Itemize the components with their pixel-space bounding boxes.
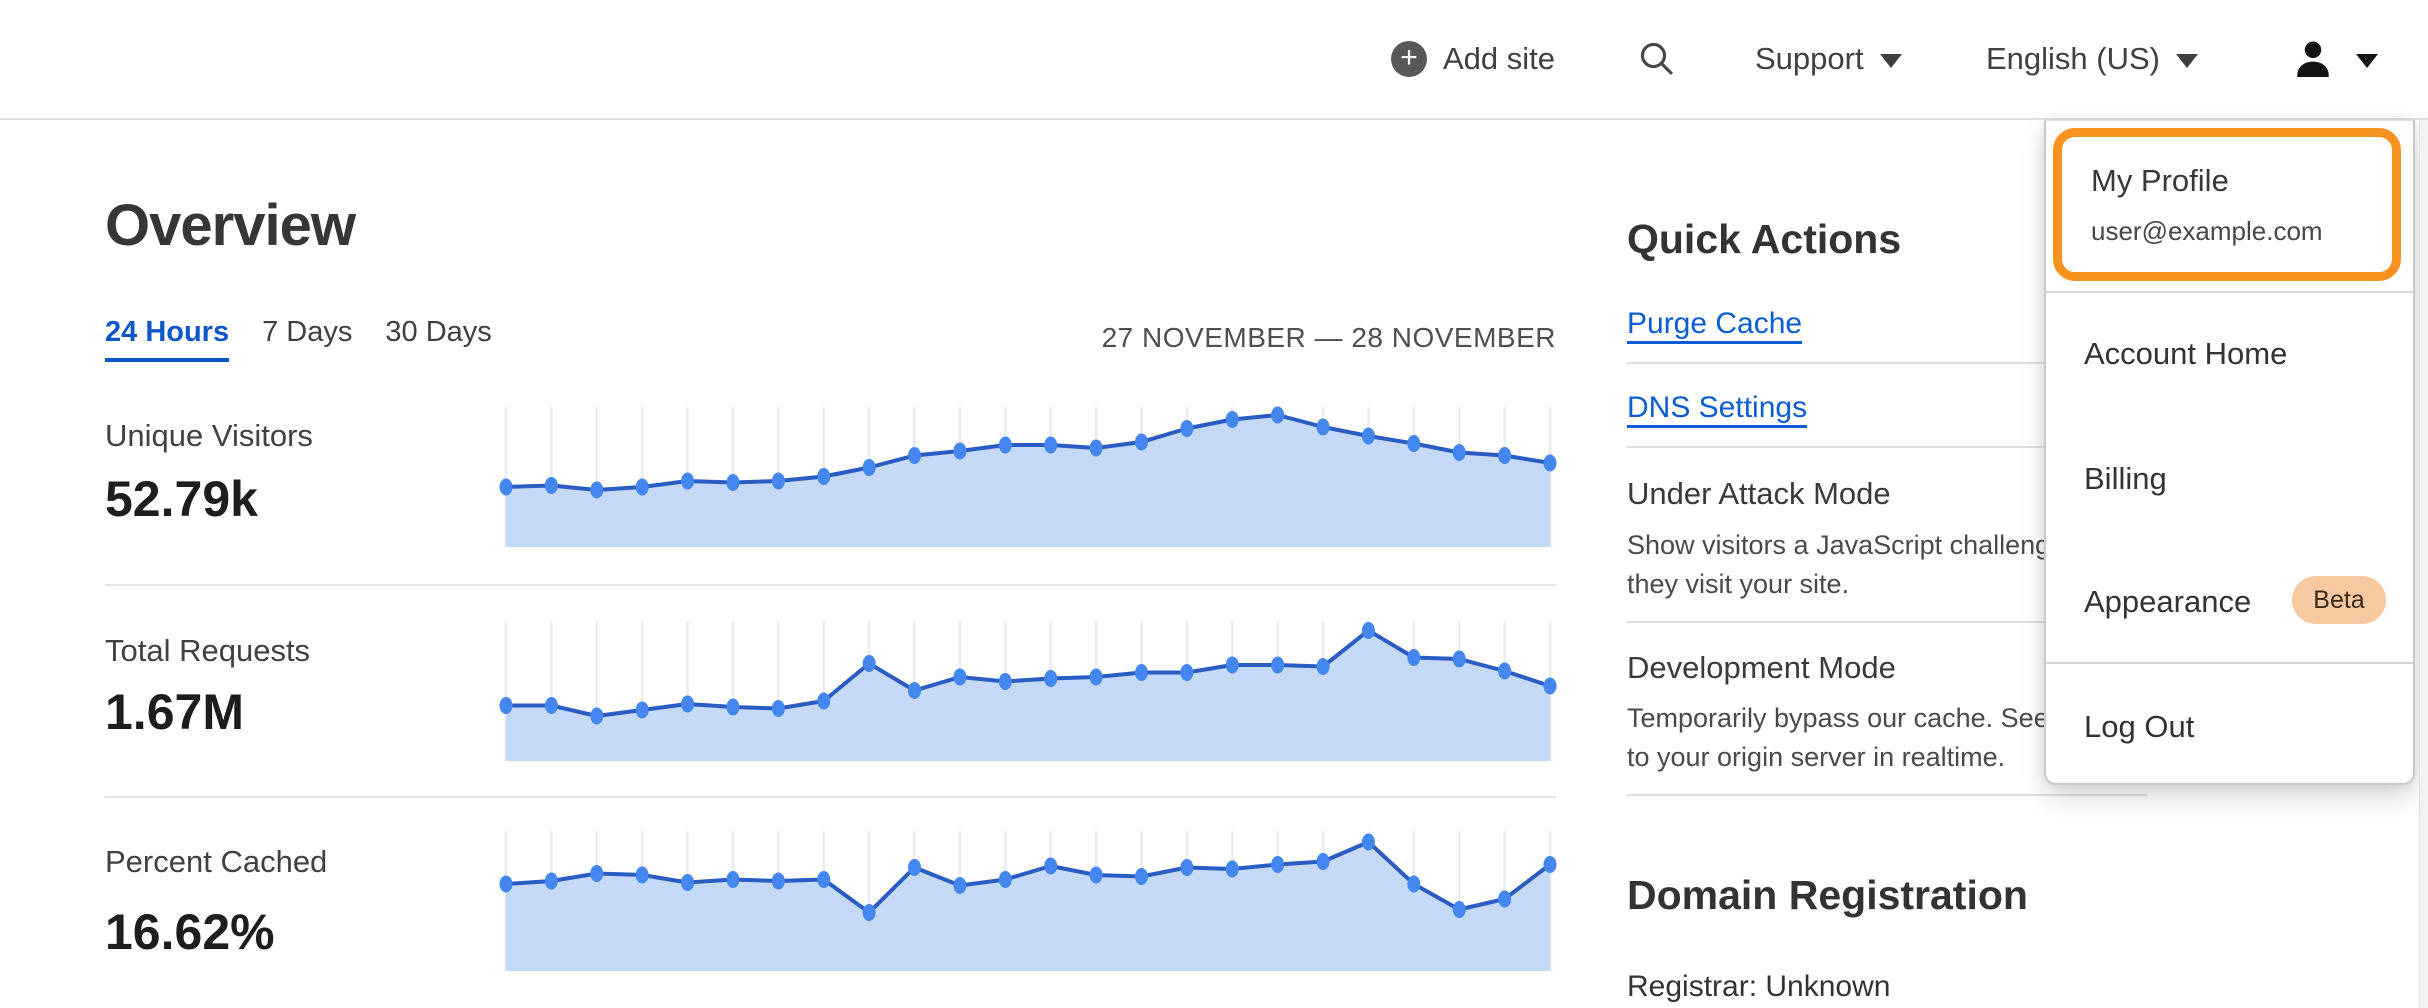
metric-value-unique-visitors: 52.79k (105, 471, 258, 527)
tab-24-hours[interactable]: 24 Hours (105, 316, 230, 362)
caret-down-icon (2176, 53, 2198, 68)
time-range-tabs: 24 Hours 7 Days 30 Days (105, 316, 492, 362)
quick-actions-title: Quick Actions (1627, 216, 1902, 262)
row-divider (105, 796, 1556, 798)
metric-label-percent-cached: Percent Cached (105, 844, 328, 879)
tab-30-days[interactable]: 30 Days (385, 316, 492, 348)
support-menu[interactable]: Support (1755, 0, 1902, 118)
beta-badge: Beta (2292, 576, 2386, 624)
domain-registration-title: Domain Registration (1627, 872, 2028, 918)
plus-icon (1391, 41, 1427, 77)
quick-actions-divider (1627, 446, 2147, 448)
metric-label-unique-visitors: Unique Visitors (105, 418, 313, 453)
purge-cache-link[interactable]: Purge Cache (1627, 307, 1803, 340)
date-range-label: 27 NOVEMBER — 28 NOVEMBER (1101, 322, 1556, 353)
menu-divider (2046, 662, 2413, 664)
metric-value-percent-cached: 16.62% (105, 904, 275, 960)
row-divider (105, 584, 1556, 586)
language-menu[interactable]: English (US) (1986, 0, 2198, 118)
percent-cached-chart (499, 831, 1557, 971)
account-home-menu-item[interactable]: Account Home (2084, 336, 2288, 371)
registrar-line: Registrar: Unknown (1627, 970, 1891, 1003)
development-mode-label: Development Mode (1627, 650, 1896, 685)
quick-actions-divider (1627, 621, 2147, 623)
language-label: English (US) (1986, 41, 2160, 76)
scrollbar[interactable] (2419, 120, 2428, 1008)
metric-label-total-requests: Total Requests (105, 633, 311, 668)
support-label: Support (1755, 41, 1864, 76)
caret-down-icon (1879, 53, 1902, 68)
add-site-button[interactable]: Add site (1391, 0, 1555, 118)
top-navigation: Add site Support English (US) (0, 0, 2428, 120)
search-icon (1640, 42, 1673, 75)
menu-divider (2046, 291, 2413, 293)
user-dropdown-menu: My Profile user@example.com Account Home… (2044, 120, 2415, 785)
search-button[interactable] (1636, 0, 1678, 118)
tab-7-days[interactable]: 7 Days (262, 316, 353, 348)
quick-actions-divider (1627, 794, 2147, 796)
under-attack-mode-label: Under Attack Mode (1627, 476, 1891, 511)
page-title: Overview (105, 193, 356, 258)
metric-value-total-requests: 1.67M (105, 684, 244, 740)
quick-actions-divider (1627, 362, 2147, 364)
my-profile-menu-item[interactable]: My Profile user@example.com (2053, 128, 2401, 281)
unique-visitors-chart (499, 406, 1557, 547)
log-out-menu-item[interactable]: Log Out (2084, 709, 2195, 744)
caret-down-icon (2356, 53, 2378, 68)
billing-menu-item[interactable]: Billing (2084, 461, 2167, 496)
dns-settings-link[interactable]: DNS Settings (1627, 391, 1808, 424)
my-profile-label: My Profile (2091, 162, 2229, 198)
my-profile-email: user@example.com (2091, 215, 2323, 246)
user-icon (2297, 41, 2329, 78)
add-site-label: Add site (1443, 41, 1556, 76)
appearance-menu-item[interactable]: Appearance (2084, 584, 2252, 619)
total-requests-chart (499, 621, 1557, 761)
account-menu-button[interactable] (2290, 0, 2378, 118)
